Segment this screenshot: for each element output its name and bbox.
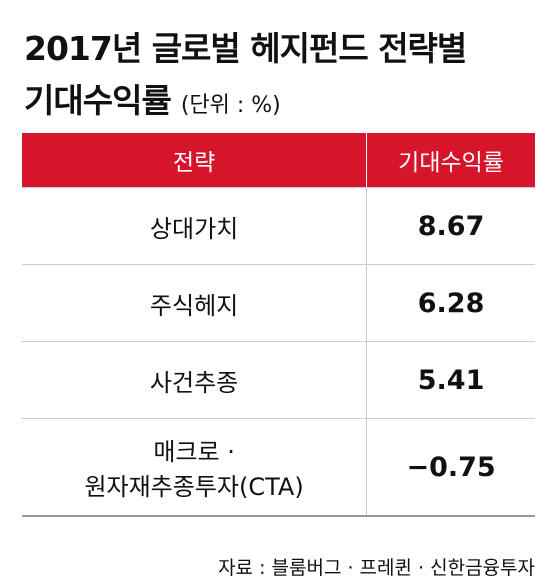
return-value: 8.67 [366,187,535,265]
return-value: 6.28 [366,264,535,342]
row: 매크로 · 원자재추종투자(CTA) −0.75 [22,418,535,517]
strategy: 상대가치 [149,214,239,243]
header-row: 전략 기대수익률 [22,133,535,188]
strategy-cell: 상대가치 [22,187,367,265]
row: 상대가치 8.67 [22,187,535,265]
column-header: 전략 [22,133,367,188]
strategy: 매크로 · [153,438,235,466]
title: 기대수익률 [24,81,172,120]
return-value: −0.75 [366,418,535,517]
row: 주식헤지 6.28 [22,264,535,342]
title-line: 기대수익률 (단위 : %) [24,74,281,122]
strategy-cell: 매크로 · 원자재추종투자(CTA) [22,418,367,517]
unit: (단위 : %) [180,93,281,118]
column-header: 기대수익률 [366,133,535,188]
return-value: 5.41 [366,341,535,419]
row: 사건추종 5.41 [22,341,535,419]
title: 2017년 글로벌 헤지펀드 전략별 [24,29,467,68]
table: 전략 기대수익률 상대가치 8.67 주식헤지 6.28 사건추종 5.41 매크로 · 원자재… [22,133,535,517]
strategy: 사건추종 [149,368,239,397]
strategy-cell: 사건추종 [22,341,367,419]
strategy: 원자재추종투자(CTA) [84,473,304,501]
source: 자료 : 블룸버그 · 프레퀸 · 신한금융투자 [218,557,535,579]
strategy-cell: 주식헤지 [22,264,367,342]
strategy: 주식헤지 [149,291,239,320]
